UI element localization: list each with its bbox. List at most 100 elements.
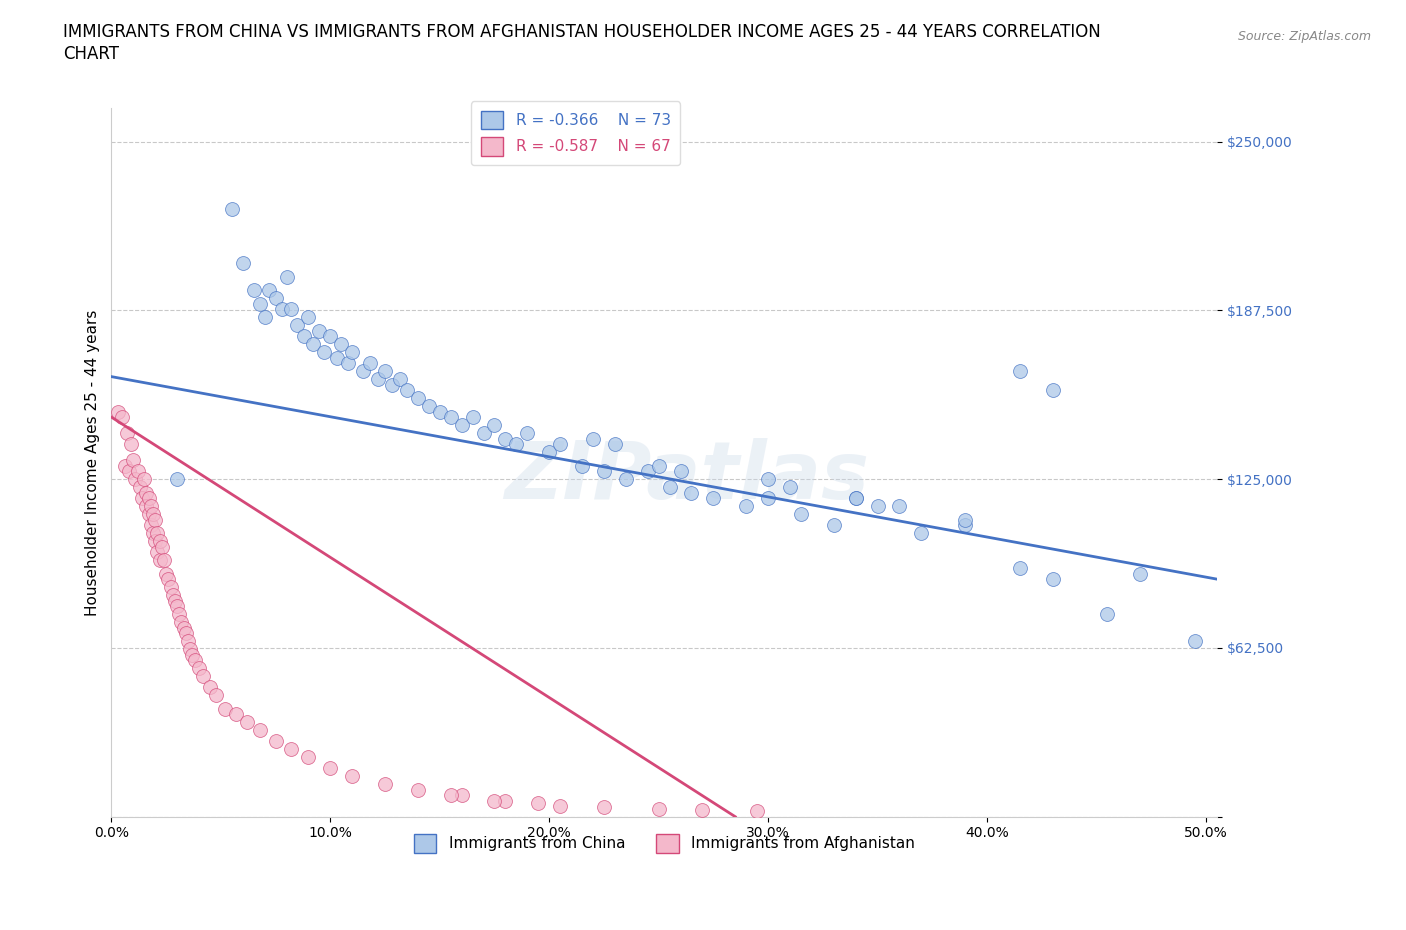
- Point: [319, 328, 342, 343]
- Point: [297, 310, 319, 325]
- Text: Source: ZipAtlas.com: Source: ZipAtlas.com: [1237, 30, 1371, 43]
- Point: [142, 525, 165, 540]
- Point: [406, 782, 429, 797]
- Point: [326, 351, 349, 365]
- Point: [681, 485, 703, 500]
- Point: [429, 405, 451, 419]
- Point: [118, 464, 141, 479]
- Point: [183, 653, 205, 668]
- Point: [205, 688, 228, 703]
- Point: [823, 518, 845, 533]
- Point: [150, 539, 173, 554]
- Point: [148, 534, 170, 549]
- Point: [257, 283, 280, 298]
- Point: [221, 202, 243, 217]
- Point: [138, 491, 160, 506]
- Point: [692, 803, 714, 817]
- Point: [225, 707, 247, 722]
- Point: [242, 283, 264, 298]
- Legend: Immigrants from China, Immigrants from Afghanistan: Immigrants from China, Immigrants from A…: [408, 828, 921, 858]
- Point: [287, 318, 309, 333]
- Y-axis label: Householder Income Ages 25 - 44 years: Householder Income Ages 25 - 44 years: [86, 309, 100, 616]
- Point: [1042, 572, 1064, 587]
- Point: [146, 525, 169, 540]
- Point: [134, 472, 156, 486]
- Point: [374, 777, 396, 791]
- Point: [352, 364, 374, 379]
- Point: [253, 310, 276, 325]
- Point: [177, 633, 200, 648]
- Point: [153, 552, 176, 567]
- Point: [330, 337, 353, 352]
- Point: [571, 458, 593, 473]
- Point: [142, 507, 165, 522]
- Point: [139, 498, 162, 513]
- Point: [389, 372, 412, 387]
- Point: [953, 512, 976, 527]
- Point: [538, 445, 561, 459]
- Point: [494, 793, 516, 808]
- Point: [236, 715, 259, 730]
- Point: [169, 606, 191, 621]
- Point: [548, 437, 571, 452]
- Point: [1097, 606, 1119, 621]
- Point: [614, 472, 637, 486]
- Point: [756, 472, 779, 486]
- Point: [107, 405, 129, 419]
- Point: [264, 291, 287, 306]
- Point: [146, 545, 169, 560]
- Point: [866, 498, 889, 513]
- Point: [367, 372, 389, 387]
- Point: [406, 391, 429, 405]
- Point: [155, 566, 177, 581]
- Point: [159, 579, 181, 594]
- Point: [198, 680, 221, 695]
- Point: [418, 399, 440, 414]
- Point: [280, 742, 302, 757]
- Point: [440, 788, 463, 803]
- Point: [527, 796, 550, 811]
- Point: [340, 345, 363, 360]
- Point: [450, 418, 472, 432]
- Point: [593, 464, 616, 479]
- Point: [359, 355, 381, 370]
- Point: [1042, 382, 1064, 397]
- Point: [131, 491, 153, 506]
- Point: [395, 382, 418, 397]
- Point: [450, 788, 472, 803]
- Text: IMMIGRANTS FROM CHINA VS IMMIGRANTS FROM AFGHANISTAN HOUSEHOLDER INCOME AGES 25 : IMMIGRANTS FROM CHINA VS IMMIGRANTS FROM…: [63, 23, 1101, 41]
- Point: [179, 642, 201, 657]
- Point: [124, 472, 146, 486]
- Point: [297, 750, 319, 764]
- Point: [747, 804, 769, 818]
- Text: ZIPatlas: ZIPatlas: [503, 437, 869, 515]
- Point: [1129, 566, 1152, 581]
- Point: [336, 355, 359, 370]
- Point: [127, 464, 149, 479]
- Point: [135, 485, 157, 500]
- Point: [505, 437, 527, 452]
- Point: [143, 512, 166, 527]
- Point: [1184, 633, 1206, 648]
- Point: [647, 458, 669, 473]
- Point: [280, 301, 302, 316]
- Point: [264, 734, 287, 749]
- Point: [114, 458, 136, 473]
- Point: [173, 620, 195, 635]
- Point: [143, 534, 166, 549]
- Point: [484, 793, 506, 808]
- Point: [122, 453, 145, 468]
- Point: [193, 669, 215, 684]
- Point: [603, 437, 626, 452]
- Point: [381, 378, 404, 392]
- Point: [271, 301, 294, 316]
- Point: [702, 491, 724, 506]
- Point: [779, 480, 801, 495]
- Point: [461, 410, 484, 425]
- Point: [319, 761, 342, 776]
- Point: [593, 800, 616, 815]
- Point: [276, 270, 298, 285]
- Point: [162, 588, 184, 603]
- Point: [249, 723, 271, 737]
- Point: [756, 491, 779, 506]
